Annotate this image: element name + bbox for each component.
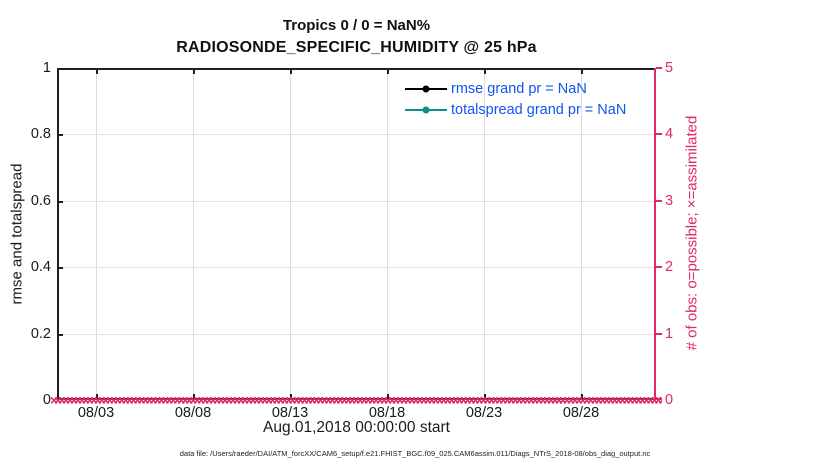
y-right-tick-mark: [656, 266, 662, 268]
x-tick-mark: [387, 68, 389, 74]
x-tick-mark: [193, 394, 195, 400]
x-tick-label: 08/08: [174, 405, 212, 421]
x-tick-mark: [581, 394, 583, 400]
axis-bottom: [57, 398, 656, 400]
y-left-axis-title: rmse and totalspread: [8, 163, 26, 305]
x-tick-mark: [484, 68, 486, 74]
x-tick-mark: [581, 68, 583, 74]
x-axis-title: Aug.01,2018 00:00:00 start: [262, 419, 450, 436]
y-left-tick-label: 1: [42, 60, 51, 76]
plot-area: [57, 68, 656, 400]
y-right-tick-label: 1: [665, 326, 674, 342]
plot-title-line2: RADIOSONDE_SPECIFIC_HUMIDITY @ 25 hPa: [176, 39, 537, 56]
data-file-path: data file: /Users/raeder/DAI/ATM_forcXX/…: [179, 449, 651, 458]
x-tick-mark: [484, 394, 486, 400]
y-right-tick-mark: [656, 133, 662, 135]
gridline-horizontal: [59, 134, 654, 135]
legend-label-rmse: rmse grand pr = NaN: [451, 80, 587, 97]
y-right-tick-label: 3: [665, 193, 674, 209]
x-tick-mark: [290, 68, 292, 74]
x-tick-label: 08/18: [368, 405, 406, 421]
gridline-horizontal: [59, 201, 654, 202]
assimilated-markers-band: ××××××××××××××××××××××××××××××××××××××××…: [50, 394, 662, 406]
legend: rmse grand pr = NaN totalspread grand pr…: [405, 78, 626, 120]
y-right-tick-mark: [656, 200, 662, 202]
x-tick-mark: [96, 394, 98, 400]
axis-top: [57, 68, 656, 70]
y-left-tick-mark: [57, 201, 63, 203]
x-tick-mark: [387, 394, 389, 400]
y-right-tick-mark: [656, 398, 662, 400]
gridline-vertical: [581, 70, 582, 398]
gridline-horizontal: [59, 267, 654, 268]
y-left-tick-label: 0.2: [30, 326, 51, 342]
y-left-tick-label: 0: [42, 392, 51, 408]
x-tick-label: 08/23: [465, 405, 503, 421]
gridline-vertical: [484, 70, 485, 398]
y-left-tick-mark: [57, 267, 63, 269]
gridline-horizontal: [59, 334, 654, 335]
x-tick-label: 08/13: [271, 405, 309, 421]
x-tick-mark: [96, 68, 98, 74]
x-tick-mark: [290, 394, 292, 400]
y-right-tick-label: 0: [665, 392, 674, 408]
dot-marker-icon: [422, 85, 430, 92]
axis-left: [57, 68, 59, 400]
y-left-tick-mark: [57, 334, 63, 336]
y-right-tick-mark: [656, 67, 662, 69]
legend-label-totalspread: totalspread grand pr = NaN: [451, 101, 627, 118]
legend-entry-totalspread: totalspread grand pr = NaN: [405, 99, 626, 120]
y-left-tick-label: 0.6: [30, 193, 51, 209]
y-right-axis-title: # of obs: o=possible; ×=assimilated: [683, 115, 701, 351]
legend-entry-rmse: rmse grand pr = NaN: [405, 78, 626, 99]
y-right-tick-mark: [656, 333, 662, 335]
y-right-tick-label: 5: [665, 60, 674, 76]
y-right-tick-label: 2: [665, 259, 674, 275]
legend-marker-totalspread: [405, 103, 447, 117]
dot-marker-icon: [422, 106, 430, 113]
axis-right: [654, 68, 656, 400]
gridline-vertical: [387, 70, 388, 398]
gridline-vertical: [96, 70, 97, 398]
x-tick-label: 08/28: [562, 405, 600, 421]
y-right-tick-label: 4: [665, 126, 674, 142]
plot-title-line1: Tropics 0 / 0 = NaN%: [282, 17, 431, 34]
gridline-vertical: [193, 70, 194, 398]
x-tick-mark: [193, 68, 195, 74]
y-left-tick-label: 0.8: [30, 126, 51, 142]
x-tick-label: 08/03: [77, 405, 115, 421]
y-left-tick-mark: [57, 134, 63, 136]
y-left-tick-label: 0.4: [30, 259, 51, 275]
gridline-vertical: [290, 70, 291, 398]
legend-marker-rmse: [405, 82, 447, 96]
